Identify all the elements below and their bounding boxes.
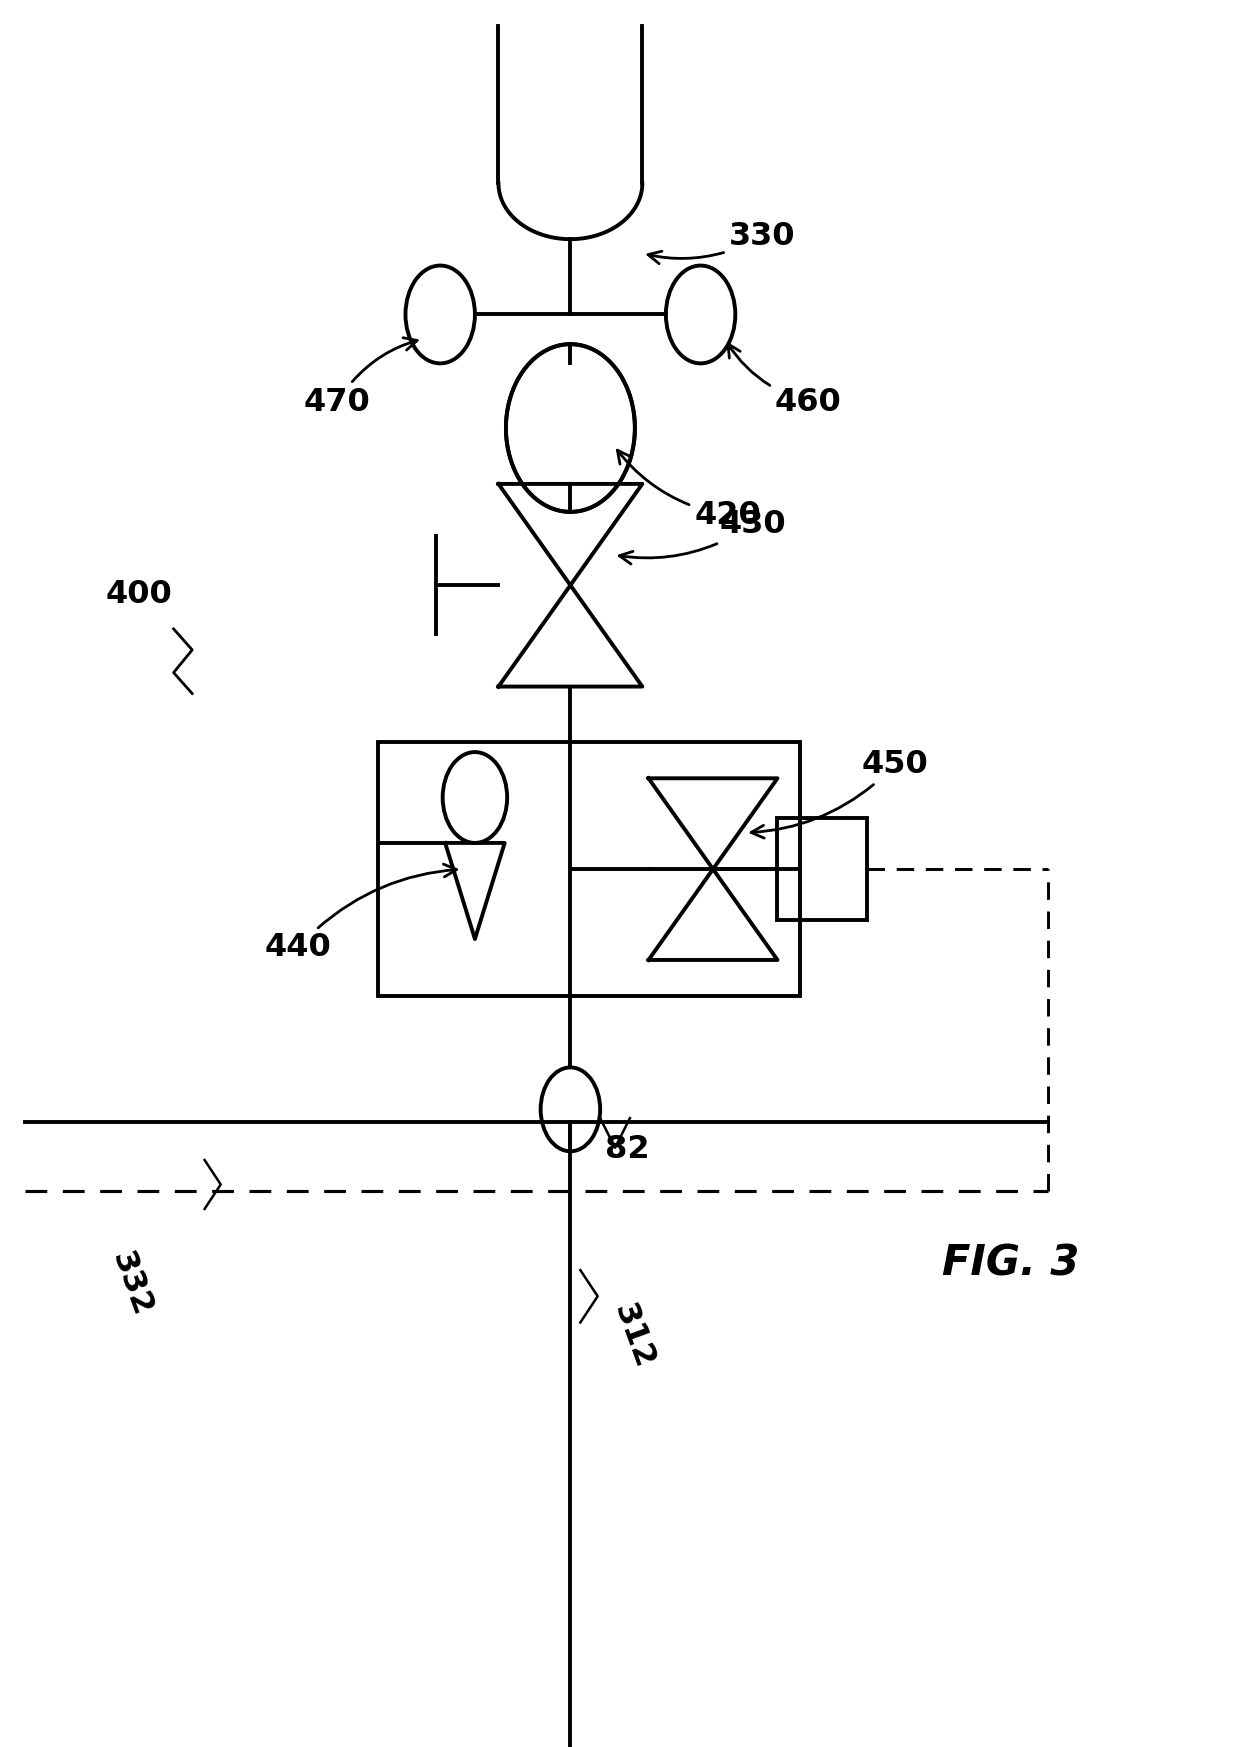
Text: 400: 400 xyxy=(105,578,172,610)
Bar xyxy=(777,818,867,921)
Text: 470: 470 xyxy=(304,337,417,418)
Text: 330: 330 xyxy=(649,220,796,264)
Text: 450: 450 xyxy=(751,749,929,839)
Text: 460: 460 xyxy=(728,344,842,418)
Text: 82: 82 xyxy=(605,1134,650,1165)
Text: 312: 312 xyxy=(608,1300,660,1373)
Text: 420: 420 xyxy=(618,451,761,531)
Text: 440: 440 xyxy=(264,865,456,964)
Text: FIG. 3: FIG. 3 xyxy=(942,1242,1080,1284)
Text: 332: 332 xyxy=(105,1247,157,1321)
Text: 430: 430 xyxy=(619,508,786,564)
Bar xyxy=(378,742,800,996)
